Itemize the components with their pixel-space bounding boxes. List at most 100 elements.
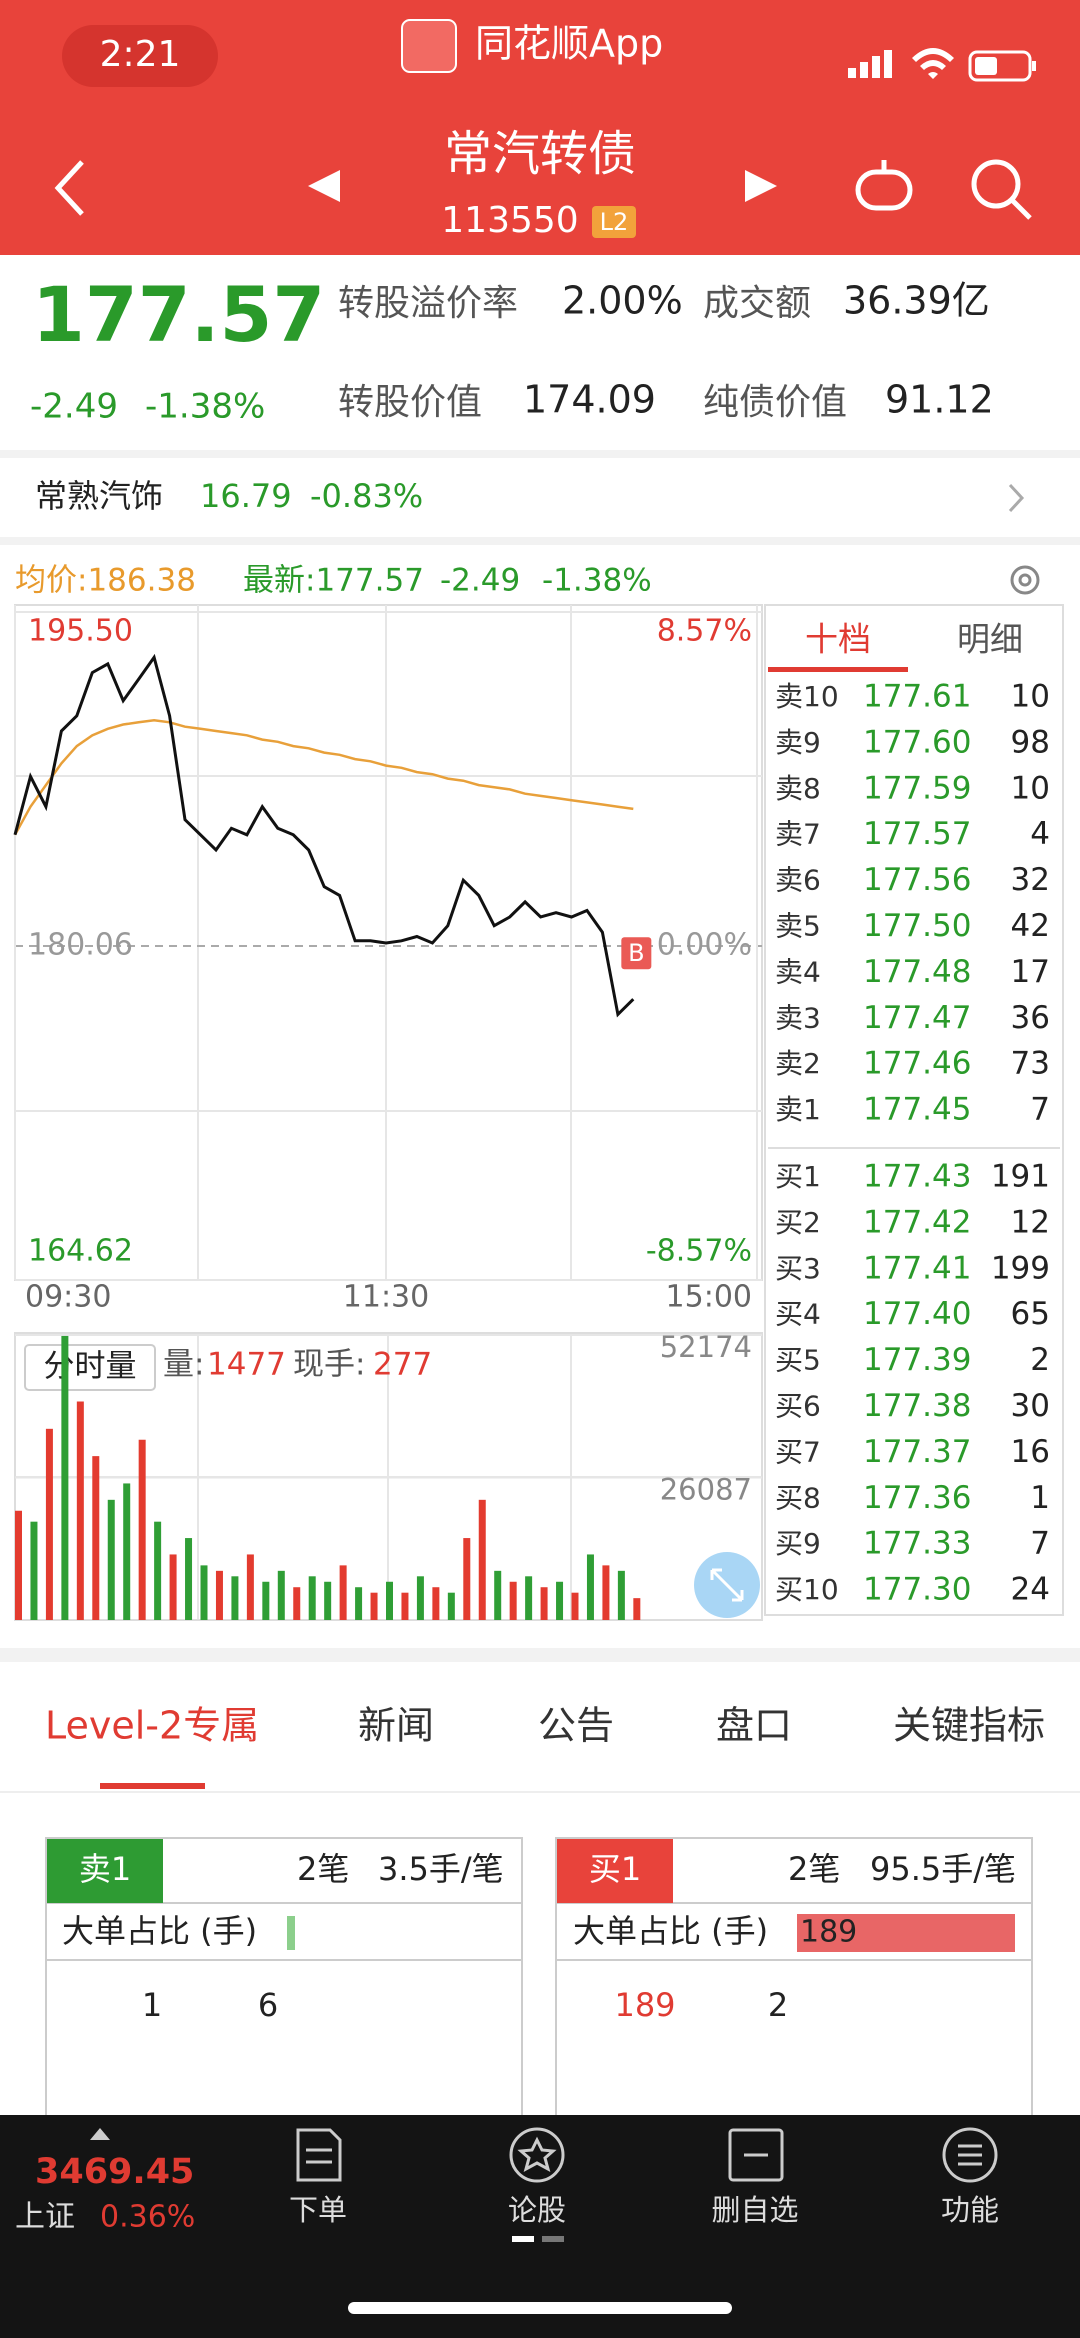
- buy-badge: [557, 1839, 673, 1903]
- volume-bar: [602, 1565, 610, 1620]
- book-label: 卖2: [775, 1047, 821, 1080]
- chevron[interactable]: [1008, 483, 1025, 513]
- book-volume: 7: [1030, 1526, 1050, 1562]
- book-volume: 10: [1011, 679, 1050, 715]
- badge: L2: [600, 208, 629, 236]
- volume-bar: [61, 1335, 69, 1620]
- buy-a: 189: [614, 1986, 675, 2024]
- badge-bg: [592, 206, 636, 238]
- avg-label: 均价:186.38: [15, 563, 196, 599]
- buy-label: 买1: [589, 1850, 641, 1888]
- marker: B: [628, 939, 644, 967]
- volume-bar: [293, 1587, 301, 1620]
- change-pct: -1.38%: [145, 387, 265, 427]
- y-tick-label: 26087: [660, 1473, 752, 1507]
- orderbook-tab[interactable]: 十档: [805, 620, 871, 659]
- volume-bar: [339, 1565, 347, 1620]
- settings-button[interactable]: [1010, 565, 1040, 595]
- next-button[interactable]: [745, 170, 777, 202]
- latest-change: -2.49: [440, 563, 520, 599]
- quote-value: 36.39亿: [843, 279, 990, 323]
- book-volume: 10: [1011, 770, 1050, 806]
- book-volume: 7: [1030, 1092, 1050, 1128]
- volume-bar: [92, 1456, 100, 1620]
- book-price: 177.40: [863, 1296, 971, 1332]
- prev-button[interactable]: [308, 170, 340, 202]
- book-label: 卖3: [775, 1001, 821, 1034]
- book-label: 卖6: [775, 864, 821, 897]
- volume-bar: [586, 1554, 594, 1620]
- volume-bar: [525, 1576, 533, 1620]
- volume-bar: [478, 1499, 486, 1620]
- tab[interactable]: Level-2专属: [45, 1704, 259, 1748]
- separator: [0, 537, 1080, 545]
- volume-bar: [571, 1592, 579, 1620]
- book-label: 买7: [775, 1435, 821, 1468]
- volume-bar: [231, 1576, 239, 1620]
- status-icons: [848, 48, 1036, 82]
- grid-extra: [15, 605, 762, 1620]
- change: -2.49: [30, 387, 118, 427]
- book-label: 买1: [775, 1160, 821, 1193]
- volume-bar: [509, 1581, 517, 1620]
- book-price: 177.57: [863, 816, 971, 852]
- book-label: 买9: [775, 1527, 821, 1560]
- volume-bar: [200, 1565, 208, 1620]
- x-tick-label: 09:30: [25, 1280, 111, 1315]
- book-volume: 98: [1011, 724, 1050, 760]
- stock-title: 常汽转债: [444, 126, 636, 182]
- book-volume: 30: [1011, 1388, 1050, 1424]
- ratio-bar: [287, 1916, 295, 1950]
- volume-bar: [262, 1581, 270, 1620]
- back-button[interactable]: [54, 160, 84, 216]
- book-volume: 16: [1011, 1434, 1050, 1470]
- volume-bar: [617, 1570, 625, 1620]
- ratio-label: 大单占比 (手): [573, 1912, 768, 1950]
- tab[interactable]: 公告: [538, 1704, 614, 1748]
- robot-icon[interactable]: [855, 160, 913, 211]
- nav-item[interactable]: 下单: [289, 2193, 347, 2227]
- index-pct: 0.36%: [100, 2200, 195, 2235]
- y2-tick-label: -8.57%: [646, 1234, 752, 1269]
- nav-item[interactable]: 功能: [941, 2193, 999, 2227]
- index-name: 上证: [15, 2200, 75, 2235]
- y-tick-label: 164.62: [28, 1234, 133, 1269]
- volume-bar: [15, 1510, 22, 1620]
- quote-label: 转股溢价率: [338, 283, 518, 324]
- book-label: 买8: [775, 1481, 821, 1514]
- book-volume: 17: [1011, 954, 1050, 990]
- separator: [0, 1648, 1080, 1662]
- sell-per: 3.5手/笔: [378, 1850, 504, 1888]
- nav-icons: [296, 2127, 998, 2183]
- tab[interactable]: 盘口: [716, 1704, 792, 1748]
- search-button[interactable]: [971, 159, 1032, 220]
- nav-item[interactable]: 删自选: [711, 2193, 798, 2227]
- tab[interactable]: 新闻: [358, 1704, 434, 1748]
- dynamic-layer: 195.50 180.06 164.62 8.57% 0.00% -8.57% 09:30 1…: [13, 605, 1050, 1748]
- volume-bar: [107, 1499, 115, 1620]
- orderbook-tab[interactable]: 明细: [957, 620, 1023, 659]
- book-label: 买3: [775, 1252, 821, 1285]
- bottom-nav: [0, 2115, 1080, 2338]
- tab[interactable]: 关键指标: [893, 1704, 1045, 1748]
- y-tick-label: 195.50: [28, 614, 133, 649]
- book-price: 177.33: [863, 1526, 971, 1562]
- app-name: 同花顺App: [475, 22, 663, 66]
- book-volume: 199: [991, 1250, 1050, 1286]
- book-label: 买5: [775, 1344, 821, 1377]
- nav-item[interactable]: 论股: [508, 2193, 566, 2227]
- stock-code: 113550: [441, 200, 578, 241]
- volume-tab[interactable]: [24, 1344, 156, 1391]
- volume-bar: [308, 1576, 316, 1620]
- volume-bar: [169, 1554, 177, 1620]
- volume-bar: [416, 1576, 424, 1620]
- volume-bar: [401, 1592, 409, 1620]
- quote-value: 91.12: [885, 378, 994, 422]
- app-icon: [401, 19, 457, 73]
- separator: [0, 450, 1080, 458]
- book-price: 177.45: [863, 1092, 971, 1128]
- volume-bar: [355, 1587, 363, 1620]
- book-price: 177.38: [863, 1388, 971, 1424]
- buy-b: 2: [768, 1986, 788, 2024]
